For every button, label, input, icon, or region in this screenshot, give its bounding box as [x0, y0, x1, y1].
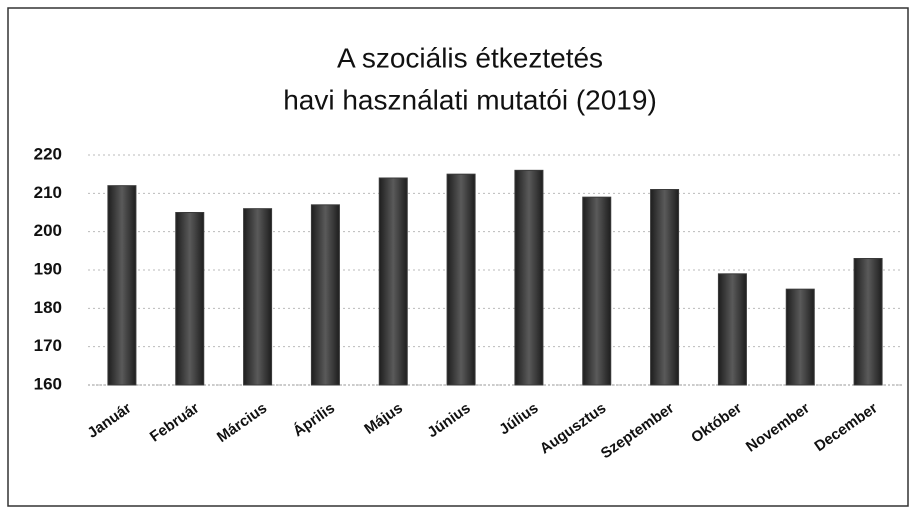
- y-tick-label: 160: [34, 374, 62, 393]
- chart-title: havi használati mutatói (2019): [283, 84, 657, 115]
- y-tick-label: 170: [34, 336, 62, 355]
- x-tick-label: December: [811, 400, 880, 456]
- bar: [514, 169, 544, 386]
- y-tick-label: 180: [34, 298, 62, 317]
- bar: [582, 196, 612, 386]
- x-tick-label: Június: [424, 400, 473, 442]
- y-tick-label: 210: [34, 183, 62, 202]
- y-tick-label: 220: [34, 144, 62, 163]
- bar: [785, 288, 815, 386]
- chart-frame: [7, 7, 909, 507]
- x-tick-label: Március: [214, 400, 270, 446]
- x-tick-label: Január: [84, 400, 134, 442]
- chart-title: A szociális étkeztetés: [337, 42, 603, 73]
- bar: [853, 258, 883, 386]
- y-tick-label: 200: [34, 221, 62, 240]
- bar: [310, 204, 340, 386]
- bar: [650, 189, 680, 386]
- bar: [446, 173, 476, 386]
- bar: [717, 273, 747, 386]
- bar: [175, 212, 205, 386]
- x-tick-label: Február: [147, 400, 203, 446]
- bar: [243, 208, 273, 386]
- x-tick-label: Október: [688, 400, 745, 447]
- x-tick-label: November: [743, 400, 813, 456]
- x-tick-label: Szeptember: [598, 400, 678, 463]
- x-tick-label: Május: [361, 400, 406, 438]
- bar: [378, 177, 408, 386]
- x-tick-label: Április: [290, 400, 338, 441]
- y-tick-label: 190: [34, 259, 62, 278]
- x-tick-label: Július: [496, 400, 541, 439]
- bar: [107, 185, 137, 386]
